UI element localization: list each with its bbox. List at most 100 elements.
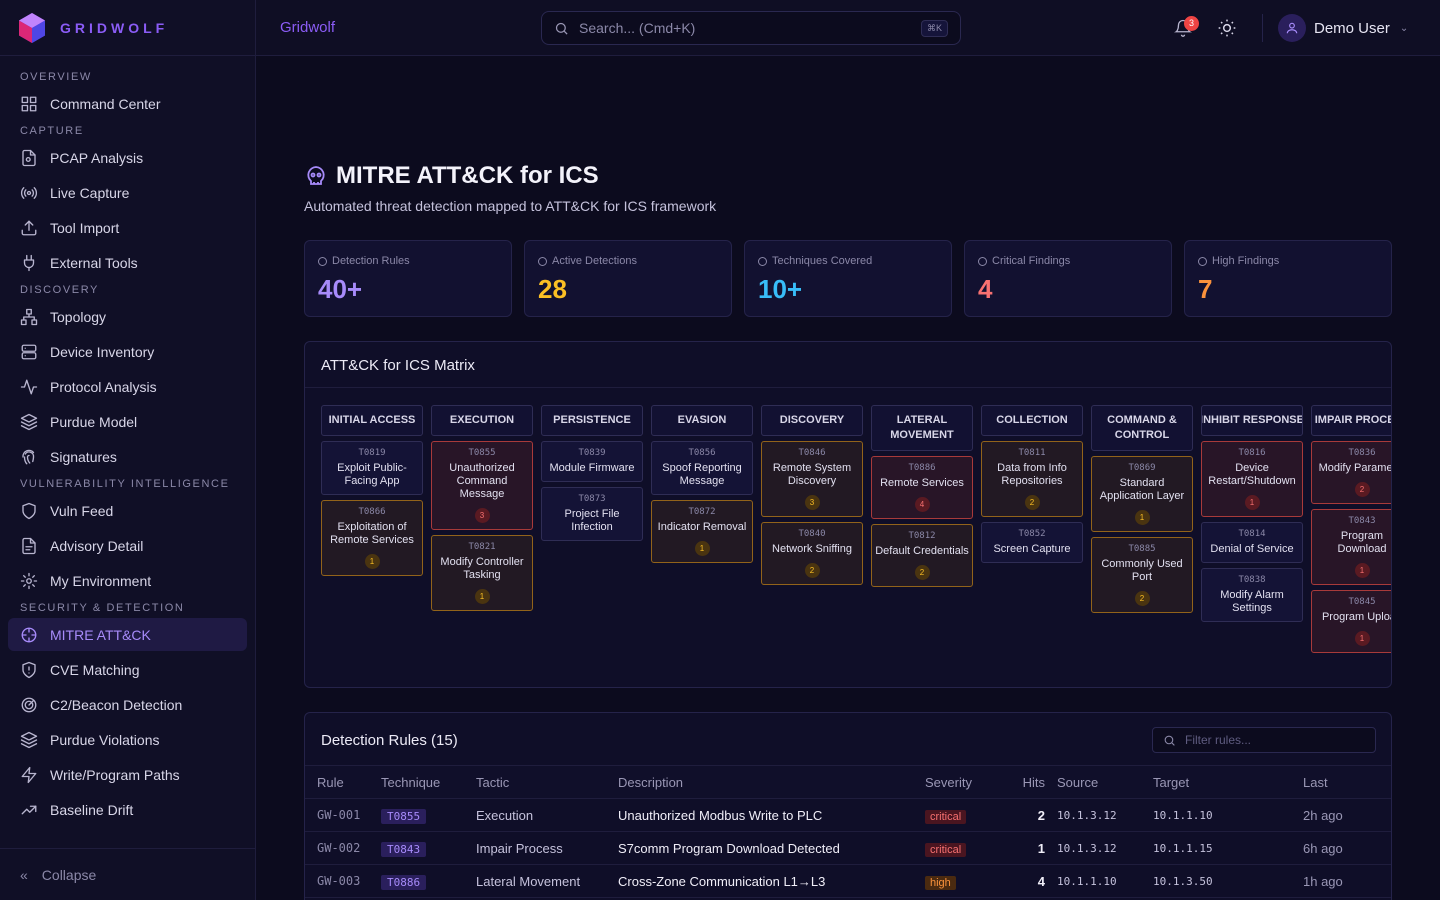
tactic-header: INHIBIT RESPONSE [1201,405,1303,436]
shield-alert-icon [22,661,36,678]
tactic-column: INITIAL ACCESS T0819 Exploit Public-Facing… [321,405,423,576]
tactic-header: INITIAL ACCESS [321,405,423,436]
sidebar-item-c2-beacon-detection[interactable]: C2/Beacon Detection [8,688,247,721]
technique-badge: T0843 [381,841,427,857]
cell-target: 10.1.1.15 [1153,831,1303,865]
sidebar-item-mitre-att-ck[interactable]: MITRE ATT&CK [8,618,247,651]
stat-label: Critical Findings [978,255,1070,267]
sidebar-item-pcap-analysis[interactable]: PCAP Analysis [8,141,247,174]
user-menu[interactable]: Demo User ⌄ [1278,14,1408,42]
theme-toggle-button[interactable] [1217,18,1237,43]
technique-hit-count: 4 [914,497,930,512]
sidebar-item-label: MITRE ATT&CK [50,626,151,643]
technique-cell[interactable]: T0856 Spoof Reporting Message [651,441,753,495]
stat-icon [538,256,547,266]
technique-id: T0819 [358,448,386,458]
technique-id: T0840 [798,529,826,539]
sidebar-item-write-program-paths[interactable]: Write/Program Paths [8,758,247,791]
technique-cell[interactable]: T0846 Remote System Discovery 3 [761,441,863,517]
column-header-last[interactable]: Last [1303,765,1391,799]
page-title: MITRE ATT&CK for ICS [304,162,599,190]
sidebar-item-live-capture[interactable]: Live Capture [8,176,247,209]
technique-id: T0846 [798,448,826,458]
technique-cell[interactable]: T0838 Modify Alarm Settings [1201,568,1303,622]
technique-cell[interactable]: T0845 Program Upload 1 [1311,590,1391,653]
search-icon [555,22,568,35]
technique-cell[interactable]: T0855 Unauthorized Command Message 3 [431,441,533,530]
column-header-severity[interactable]: Severity [925,765,999,799]
collapse-button[interactable]: « Collapse [0,848,255,900]
sidebar-item-external-tools[interactable]: External Tools [8,246,247,279]
search-input[interactable]: Search... (Cmd+K) ⌘K [541,11,961,45]
technique-cell[interactable]: T0886 Remote Services 4 [871,456,973,519]
table-row[interactable]: GW-001 T0855 Execution Unauthorized Modbus … [305,798,1391,832]
technique-cell[interactable]: T0840 Network Sniffing 2 [761,522,863,585]
sidebar-item-signatures[interactable]: Signatures [8,440,247,473]
layers-icon [20,413,38,430]
cell-description: Cross-Zone Communication L1→L3 [618,864,925,898]
technique-cell[interactable]: T0873 Project File Infection [541,487,643,541]
tactic-column: PERSISTENCE T0839 Module Firmware T0873 Proj… [541,405,643,541]
technique-id: T0816 [1238,448,1266,458]
page-subtitle: Automated threat detection mapped to ATT… [304,198,717,214]
column-header-source[interactable]: Source [1057,765,1153,799]
column-header-description[interactable]: Description [618,765,925,799]
sidebar-item-my-environment[interactable]: My Environment [8,564,247,597]
sidebar-item-protocol-analysis[interactable]: Protocol Analysis [8,370,247,403]
sidebar-item-topology[interactable]: Topology [8,300,247,333]
technique-cell[interactable]: T0866 Exploitation of Remote Services 1 [321,500,423,576]
filter-rules-input[interactable]: Filter rules... [1152,727,1376,753]
sidebar-item-advisory-detail[interactable]: Advisory Detail [8,529,247,562]
column-header-tactic[interactable]: Tactic [476,765,618,799]
activity-icon [20,379,38,394]
technique-cell[interactable]: T0819 Exploit Public-Facing App [321,441,423,495]
sidebar-item-command-center[interactable]: Command Center [8,87,247,120]
column-header-target[interactable]: Target [1153,765,1303,799]
cell-target: 10.1.1.10 [1153,798,1303,832]
tactic-header: EVASION [651,405,753,436]
cell-hits: 1 [999,831,1057,865]
stat-label: Active Detections [538,255,637,267]
table-row[interactable]: GW-003 T0886 Lateral Movement Cross-Zone Co… [305,864,1391,898]
technique-cell[interactable]: T0839 Module Firmware [541,441,643,482]
sidebar-item-device-inventory[interactable]: Device Inventory [8,335,247,368]
sidebar-item-cve-matching[interactable]: CVE Matching [8,653,247,686]
plug-icon [23,254,35,271]
technique-hit-count: 2 [804,563,820,578]
brand[interactable]: GRIDWOLF [0,0,255,56]
technique-cell[interactable]: T0812 Default Credentials 2 [871,524,973,587]
severity-badge: critical [925,842,967,857]
cell-severity: critical [925,831,999,865]
technique-cell[interactable]: T0872 Indicator Removal 1 [651,500,753,563]
technique-cell[interactable]: T0814 Denial of Service [1201,522,1303,563]
upload-icon [21,220,37,235]
header-divider [1262,14,1263,42]
column-header-technique[interactable]: Technique [381,765,476,799]
sidebar-item-purdue-violations[interactable]: Purdue Violations [8,723,247,756]
sidebar-item-vuln-feed[interactable]: Vuln Feed [8,494,247,527]
technique-cell[interactable]: T0852 Screen Capture [981,522,1083,563]
technique-cell[interactable]: T0869 Standard Application Layer 1 [1091,456,1193,532]
technique-cell[interactable]: T0811 Data from Info Repositories 2 [981,441,1083,517]
sidebar-item-baseline-drift[interactable]: Baseline Drift [8,793,247,826]
technique-cell[interactable]: T0843 Program Download 1 [1311,509,1391,585]
technique-cell[interactable]: T0821 Modify Controller Tasking 1 [431,535,533,611]
detection-rules-panel: Detection Rules (15) Filter rules... Rul… [304,712,1392,900]
technique-cell[interactable]: T0816 Device Restart/Shutdown 1 [1201,441,1303,517]
user-name: Demo User [1314,19,1390,37]
column-header-hits[interactable]: Hits [999,765,1057,799]
tactic-column: INHIBIT RESPONSE T0816 Device Restart/Shut… [1201,405,1303,622]
stat-card-high-findings: High Findings 7 [1184,240,1392,317]
stat-card-detection-rules: Detection Rules 40+ [304,240,512,317]
sidebar-item-purdue-model[interactable]: Purdue Model [8,405,247,438]
technique-hit-count: 1 [1354,563,1370,578]
sidebar-item-label: Vuln Feed [50,502,114,519]
chevron-down-icon: ⌄ [1399,22,1409,34]
technique-cell[interactable]: T0885 Commonly Used Port 2 [1091,537,1193,613]
column-header-rule[interactable]: Rule [305,765,381,799]
sidebar-item-tool-import[interactable]: Tool Import [8,211,247,244]
technique-cell[interactable]: T0836 Modify Parameter 2 [1311,441,1391,504]
header-title[interactable]: Gridwolf [280,19,336,36]
table-row[interactable]: GW-002 T0843 Impair Process S7comm Program … [305,831,1391,865]
tactic-header: COMMAND & CONTROL [1091,405,1193,451]
